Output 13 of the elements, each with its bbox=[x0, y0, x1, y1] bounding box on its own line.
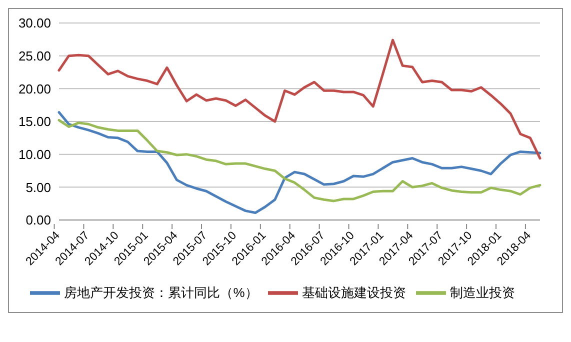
y-tick-label: 0.00 bbox=[26, 212, 51, 228]
y-tick-label: 30.00 bbox=[18, 16, 51, 31]
legend-label: 房地产开发投资：累计同比（%） bbox=[64, 285, 258, 300]
y-tick-label: 10.00 bbox=[18, 146, 51, 162]
line-series bbox=[58, 118, 542, 202]
y-tick-label: 25.00 bbox=[18, 48, 51, 64]
y-tick-label: 20.00 bbox=[18, 81, 51, 96]
y-tick-label: 5.00 bbox=[26, 180, 51, 195]
y-tick-label: 15.00 bbox=[18, 114, 51, 130]
legend-label: 基础设施建设投资 bbox=[302, 285, 406, 300]
line-series bbox=[58, 38, 542, 160]
legend-label: 制造业投资 bbox=[450, 285, 515, 300]
line-series bbox=[58, 111, 542, 214]
